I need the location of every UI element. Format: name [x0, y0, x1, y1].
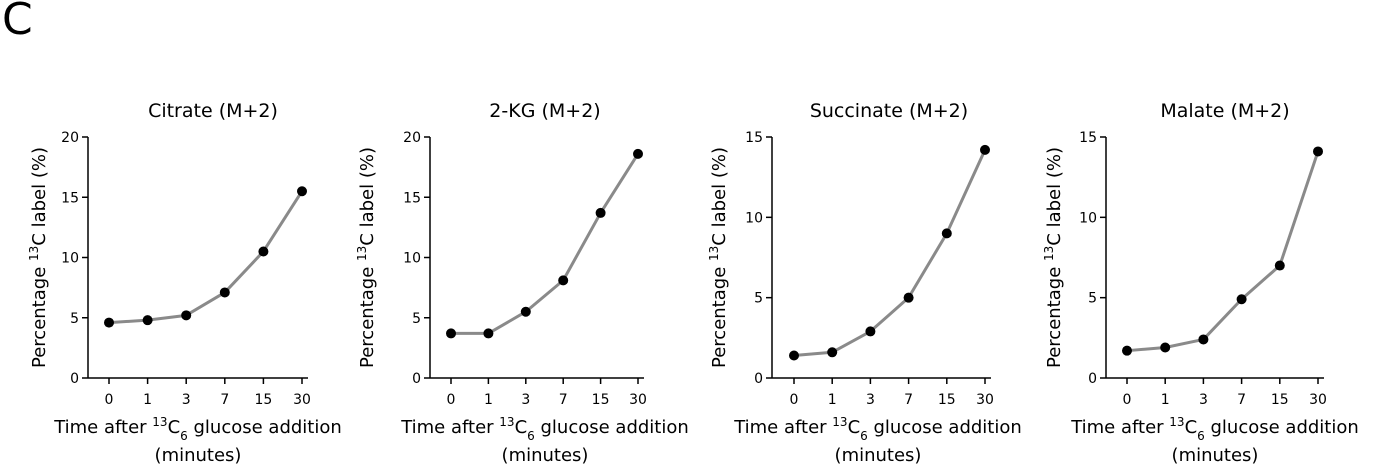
data-point	[1274, 260, 1285, 271]
y-tick-label: 5	[412, 311, 421, 327]
data-point	[483, 328, 494, 339]
y-tick-label: 10	[745, 210, 763, 226]
data-point	[865, 326, 876, 337]
data-point	[104, 317, 114, 328]
chart-title: Malate (M+2)	[1160, 100, 1289, 122]
data-point	[827, 347, 838, 358]
x-tick-label: 1	[484, 392, 493, 408]
chart-title: Citrate (M+2)	[148, 100, 278, 122]
series-line	[1126, 150, 1320, 353]
data-point	[1160, 342, 1171, 353]
x-tick-label: 7	[904, 392, 913, 408]
x-tick-label: 30	[293, 392, 311, 408]
x-tick-label: 1	[828, 392, 837, 408]
series-line	[793, 149, 987, 358]
x-tick-label: 30	[1309, 392, 1327, 408]
series-line	[108, 190, 304, 325]
data-point	[1198, 334, 1209, 345]
x-tick-label: 0	[790, 392, 799, 408]
x-axis-label: Time after 13C6 glucose addition	[400, 415, 689, 443]
data-point	[558, 275, 569, 286]
x-tick-label: 0	[1123, 392, 1132, 408]
y-tick-label: 0	[754, 371, 763, 387]
y-tick-label: 15	[61, 190, 79, 206]
x-tick-label: 15	[254, 392, 272, 408]
y-tick-label: 0	[412, 371, 421, 387]
y-tick-label: 10	[403, 251, 421, 267]
x-tick-label: 3	[866, 392, 875, 408]
series-line	[451, 153, 640, 335]
data-point	[142, 315, 153, 326]
data-point	[1313, 146, 1323, 157]
x-axis-label-line2: (minutes)	[502, 445, 589, 466]
data-point	[1122, 345, 1132, 356]
y-tick-label: 15	[403, 190, 421, 206]
y-tick-label: 0	[1088, 371, 1097, 387]
x-axis-label-line2: (minutes)	[155, 445, 242, 466]
data-point	[219, 287, 230, 298]
data-point	[297, 186, 307, 197]
x-tick-label: 15	[1271, 392, 1289, 408]
y-axis-label: Percentage 13C label (%)	[355, 147, 378, 368]
data-point	[181, 310, 192, 321]
data-point	[595, 207, 606, 218]
data-point	[980, 144, 990, 155]
chart-title: Succinate (M+2)	[810, 100, 968, 122]
data-point	[789, 350, 799, 361]
x-tick-label: 15	[938, 392, 956, 408]
chart-4: Malate (M+2) 0 5 10 15 0 1 3 7 15 30 Percentage 13C…	[1042, 100, 1359, 466]
y-tick-label: 15	[1079, 130, 1097, 146]
x-axis-label: Time after 13C6 glucose addition	[1070, 415, 1359, 443]
x-tick-label: 7	[1237, 392, 1246, 408]
x-tick-label: 1	[143, 392, 152, 408]
y-tick-label: 10	[61, 251, 79, 267]
chart-3: Succinate (M+2) 0 5 10 15 0 1 3 7 15 30 Percentage …	[707, 100, 1022, 466]
x-tick-label: 3	[521, 392, 530, 408]
y-tick-label: 10	[1079, 210, 1097, 226]
x-axis-label-line2: (minutes)	[1172, 445, 1259, 466]
y-axis-label: Percentage 13C label (%)	[707, 147, 730, 368]
chart-2: 2-KG (M+2) 0 5 10 15 20 0 1 3 7 15 30 Percentage 13C…	[355, 100, 689, 466]
y-tick-label: 5	[754, 291, 763, 307]
y-tick-label: 0	[70, 371, 79, 387]
data-point	[258, 246, 269, 257]
x-tick-label: 1	[1161, 392, 1170, 408]
data-point	[633, 148, 643, 159]
y-axis-label: Percentage 13C label (%)	[27, 147, 50, 368]
chart-title: 2-KG (M+2)	[489, 100, 600, 122]
data-point	[941, 228, 952, 239]
x-tick-label: 3	[1199, 392, 1208, 408]
y-axis-label: Percentage 13C label (%)	[1042, 147, 1065, 368]
x-tick-label: 7	[559, 392, 568, 408]
data-point	[446, 328, 456, 339]
y-tick-label: 20	[403, 130, 421, 146]
chart-1: Citrate (M+2) 0 5 10 15 20 0 1 3 7 15 30 Percentage …	[27, 100, 342, 466]
x-axis-label: Time after 13C6 glucose addition	[733, 415, 1022, 443]
x-tick-label: 0	[447, 392, 456, 408]
x-tick-label: 7	[220, 392, 229, 408]
x-tick-label: 15	[592, 392, 610, 408]
y-tick-label: 15	[745, 130, 763, 146]
data-point	[520, 306, 531, 317]
panel-letter: C	[2, 0, 33, 45]
data-point	[1236, 294, 1247, 305]
x-axis-label-line2: (minutes)	[835, 445, 922, 466]
x-tick-label: 30	[976, 392, 994, 408]
y-tick-label: 5	[70, 311, 79, 327]
x-axis-label: Time after 13C6 glucose addition	[53, 415, 342, 443]
x-tick-label: 30	[629, 392, 647, 408]
x-tick-label: 0	[105, 392, 114, 408]
y-tick-label: 20	[61, 130, 79, 146]
x-tick-label: 3	[182, 392, 191, 408]
data-point	[903, 292, 914, 303]
y-tick-label: 5	[1088, 291, 1097, 307]
